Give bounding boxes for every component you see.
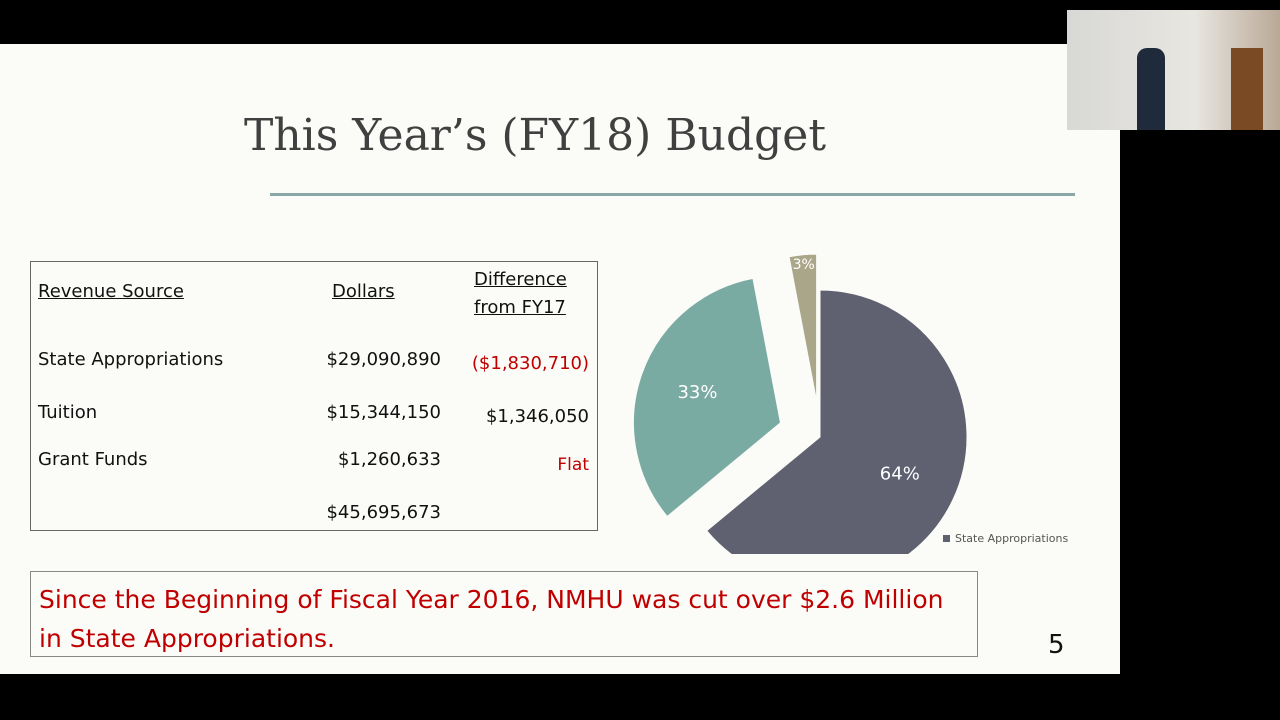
dollars: $29,090,890	[326, 349, 441, 370]
slide-title: This Year’s (FY18) Budget	[243, 110, 826, 161]
dollars: $15,344,150	[326, 402, 441, 423]
legend-label: State Appropriations	[955, 532, 1068, 545]
slide: This Year’s (FY18) Budget Revenue Source…	[0, 44, 1120, 674]
header-cell: Difference from FY17	[474, 269, 567, 318]
pie-slice	[633, 277, 782, 518]
page-number: 5	[1048, 630, 1065, 660]
pie-chart: 64%33%3%State AppropriationsTuitionGrant…	[633, 253, 1068, 554]
callout: Since the Beginning of Fiscal Year 2016,…	[30, 571, 978, 657]
door	[1231, 48, 1263, 130]
slice-label: 3%	[793, 257, 815, 273]
pie-slice	[706, 289, 968, 554]
slice-label: 33%	[677, 382, 717, 403]
header-cell: Dollars	[332, 281, 395, 302]
legend-label: Tuition	[954, 553, 991, 554]
header-cell: Revenue Source	[38, 281, 184, 302]
dollars: $1,260,633	[337, 449, 441, 470]
webcam-overlay	[1067, 10, 1280, 130]
row-label: Grant Funds	[38, 449, 148, 470]
difference: Flat	[557, 455, 589, 475]
budget-table	[30, 261, 598, 531]
difference: $1,346,050	[485, 406, 589, 427]
pie-slice	[788, 253, 818, 402]
row-label: State Appropriations	[38, 349, 224, 370]
presenter	[1137, 48, 1165, 130]
title-rule	[270, 193, 1075, 196]
row-label: Tuition	[38, 402, 98, 423]
legend-swatch	[943, 535, 950, 542]
slice-label: 64%	[880, 464, 920, 485]
total: $45,695,673	[326, 502, 441, 523]
difference: ($1,830,710)	[471, 353, 589, 374]
